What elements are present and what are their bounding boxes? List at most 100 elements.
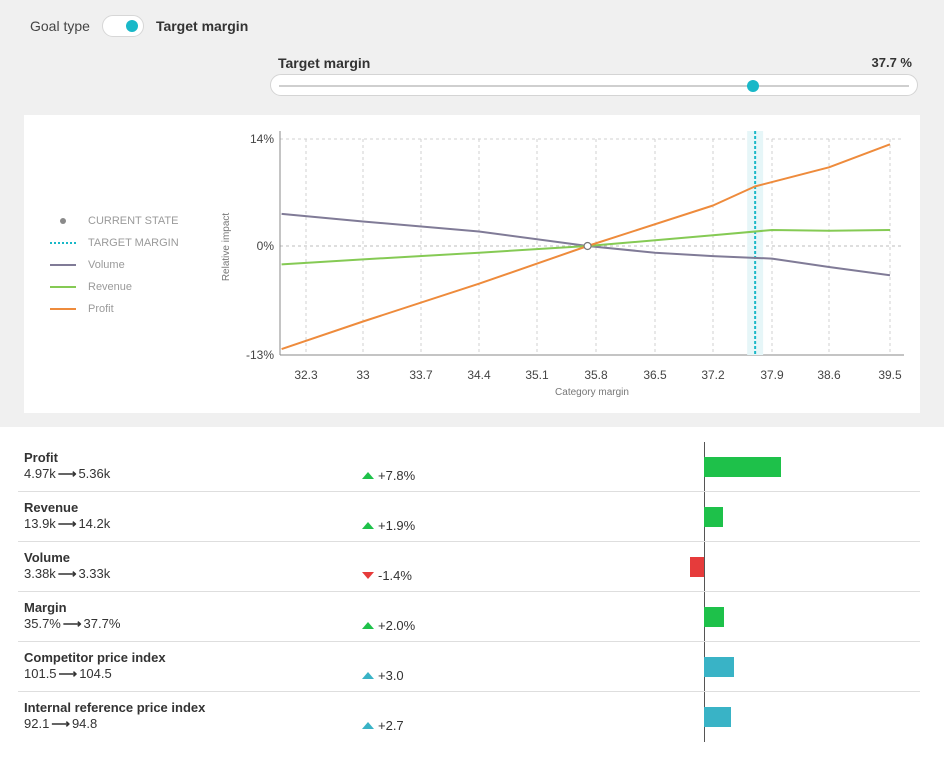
metric-change: +3.0 [362, 668, 404, 683]
metric-change: +2.0% [362, 618, 415, 633]
legend-swatch-profit [50, 304, 76, 314]
metric-row: Internal reference price index 92.1 ⟶ 94.8 +… [18, 692, 920, 741]
metric-to: 3.33k [78, 566, 111, 581]
slider-value: 37.7 % [871, 55, 912, 70]
metric-change: +1.9% [362, 518, 415, 533]
arrow-right-icon: ⟶ [57, 466, 77, 481]
metric-name: Revenue [24, 500, 79, 515]
metric-to: 104.5 [79, 666, 112, 681]
y-tick-label: 14% [250, 132, 274, 146]
series-line-profit [281, 143, 891, 351]
x-axis-title: Category margin [555, 387, 629, 398]
metric-from: 35.7% [24, 616, 61, 631]
x-tick-label: 37.2 [701, 368, 725, 382]
metric-impact-bar [704, 457, 781, 477]
metric-values: 4.97k ⟶ 5.36k [24, 466, 110, 482]
metric-change: +2.7 [362, 718, 404, 733]
slider-title: Target margin [278, 55, 371, 71]
metric-from: 3.38k [24, 566, 56, 581]
top-panel: Goal type Target margin Target margin 37… [0, 0, 944, 427]
legend-swatch-current-state [50, 216, 76, 226]
arrow-right-icon: ⟶ [57, 566, 77, 581]
metric-impact-bar [690, 557, 704, 577]
metric-change-value: -1.4% [378, 568, 412, 583]
metric-name: Volume [24, 550, 70, 565]
chart-legend: CURRENT STATE TARGET MARGIN Volume Reven… [50, 210, 179, 320]
goal-type-value: Target margin [155, 18, 249, 34]
metric-change: -1.4% [362, 568, 412, 583]
metric-change-value: +3.0 [378, 668, 404, 683]
metric-values: 13.9k ⟶ 14.2k [24, 516, 110, 532]
metric-to: 37.7% [83, 616, 121, 631]
triangle-down-icon [362, 572, 374, 579]
impact-chart: 32.3 33 33.7 34.4 35.1 35.8 36.5 37.2 37.9 38.6 39… [24, 115, 920, 413]
legend-label: Volume [88, 259, 125, 271]
y-tick-label: 0% [257, 239, 275, 253]
legend-swatch-target-margin [50, 238, 76, 248]
metric-values: 35.7% ⟶ 37.7% [24, 616, 120, 632]
metric-change-value: +2.7 [378, 718, 404, 733]
metric-row: Profit 4.97k ⟶ 5.36k +7.8% [18, 442, 920, 492]
metric-name: Competitor price index [24, 650, 166, 665]
legend-item-current-state: CURRENT STATE [50, 210, 179, 232]
x-tick-label: 36.5 [643, 368, 667, 382]
goal-type-label: Goal type [30, 18, 90, 34]
metric-row: Margin 35.7% ⟶ 37.7% +2.0% [18, 592, 920, 642]
metric-change-value: +2.0% [378, 618, 416, 633]
arrow-right-icon: ⟶ [57, 516, 77, 531]
legend-item-volume: Volume [50, 254, 179, 276]
triangle-up-icon [362, 672, 374, 679]
x-tick-label: 33.7 [409, 368, 433, 382]
goal-type-toggle[interactable] [101, 15, 144, 37]
metric-impact-bar [704, 657, 734, 677]
metric-change: +7.8% [362, 468, 415, 483]
metric-impact-bar [704, 507, 723, 527]
arrow-right-icon: ⟶ [51, 716, 70, 731]
triangle-up-icon [362, 722, 374, 729]
legend-item-profit: Profit [50, 298, 179, 320]
triangle-up-icon [362, 472, 374, 479]
metric-values: 101.5 ⟶ 104.5 [24, 666, 112, 682]
legend-swatch-revenue [50, 282, 76, 292]
metric-from: 13.9k [24, 516, 56, 531]
legend-label: TARGET MARGIN [88, 237, 179, 249]
impact-zero-axis [704, 442, 705, 742]
arrow-right-icon: ⟶ [58, 666, 78, 681]
metric-to: 5.36k [78, 466, 111, 481]
metric-name: Margin [24, 600, 67, 615]
legend-item-target-margin: TARGET MARGIN [50, 232, 179, 254]
triangle-up-icon [362, 522, 374, 529]
metric-name: Profit [24, 450, 58, 465]
metric-change-value: +7.8% [378, 468, 416, 483]
metric-from: 101.5 [24, 666, 57, 681]
metric-row: Competitor price index 101.5 ⟶ 104.5 +3.0 [18, 642, 920, 692]
metric-from: 4.97k [24, 466, 56, 481]
y-tick-label: -13% [246, 348, 274, 362]
metrics-table: Profit 4.97k ⟶ 5.36k +7.8% Revenue 13.9k ⟶ 14.2k… [18, 442, 920, 742]
metric-values: 92.1 ⟶ 94.8 [24, 716, 97, 732]
legend-swatch-volume [50, 260, 76, 270]
metric-row: Volume 3.38k ⟶ 3.33k -1.4% [18, 542, 920, 592]
x-tick-label: 38.6 [817, 368, 841, 382]
target-margin-slider[interactable] [270, 74, 918, 96]
y-axis-title: Relative impact [221, 213, 232, 282]
toggle-knob [125, 20, 138, 32]
metric-to: 94.8 [71, 716, 98, 731]
x-tick-label: 35.8 [584, 368, 608, 382]
x-tick-label: 37.9 [760, 368, 784, 382]
metric-impact-bar [704, 607, 724, 627]
triangle-up-icon [362, 622, 374, 629]
legend-label: CURRENT STATE [88, 215, 179, 227]
legend-label: Revenue [88, 281, 133, 293]
series-line-revenue [281, 229, 891, 266]
x-tick-label: 35.1 [525, 368, 549, 382]
metric-name: Internal reference price index [24, 700, 206, 715]
slider-track[interactable] [279, 85, 909, 87]
x-tick-label: 32.3 [294, 368, 318, 382]
goal-type-row: Goal type Target margin [30, 14, 248, 38]
metric-row: Revenue 13.9k ⟶ 14.2k +1.9% [18, 492, 920, 542]
slider-handle[interactable] [747, 80, 759, 92]
metric-from: 92.1 [24, 716, 50, 731]
metric-change-value: +1.9% [378, 518, 416, 533]
current-state-marker [583, 241, 592, 251]
